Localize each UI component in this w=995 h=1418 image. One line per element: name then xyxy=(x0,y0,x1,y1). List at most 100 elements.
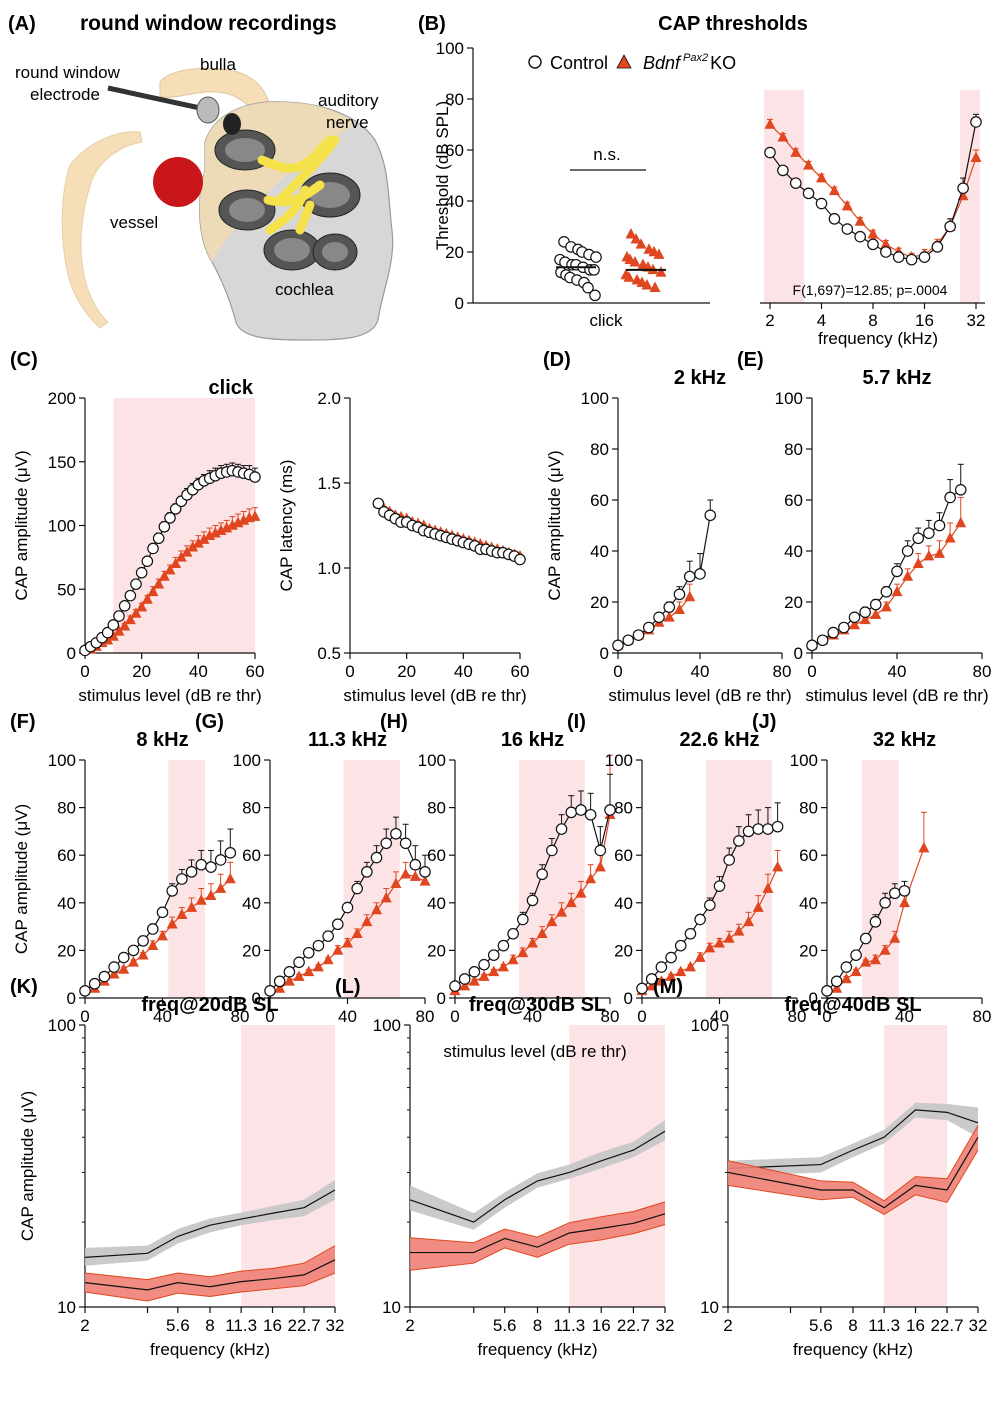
y-tick-label: 10 xyxy=(382,1298,401,1317)
shaded-region xyxy=(960,90,980,303)
ko-point xyxy=(137,949,149,960)
control-point xyxy=(390,827,402,840)
x-tick-label: 0 xyxy=(822,1007,831,1026)
panel-letter: (K) xyxy=(10,976,38,998)
control-point xyxy=(841,223,854,235)
control-mean-line xyxy=(84,1189,336,1258)
ko-point xyxy=(215,882,227,893)
control-point xyxy=(399,837,412,850)
x-tick-label: 32 xyxy=(656,1316,675,1335)
ko-point xyxy=(380,891,392,903)
control-series xyxy=(372,497,526,566)
x-tick-label: 40 xyxy=(895,1007,914,1026)
ko-point xyxy=(840,972,852,984)
x-tick-label: 5.6 xyxy=(166,1316,190,1335)
ko-point xyxy=(181,546,193,557)
control-point xyxy=(830,975,843,988)
x-tick-label: 5.6 xyxy=(809,1316,833,1335)
ko-point xyxy=(141,593,153,604)
ko-point xyxy=(665,970,677,981)
control-point xyxy=(322,930,334,942)
panel-letter: (G) xyxy=(195,711,224,733)
panel-letter: (M) xyxy=(653,976,683,998)
control-point xyxy=(694,568,706,580)
y-axis-label: CAP amplitude (μV) xyxy=(545,450,564,600)
ko-point xyxy=(195,894,207,905)
y-tick-label: 60 xyxy=(242,846,261,865)
control-point xyxy=(124,589,137,602)
x-axis-label: stimulus level (dB re thr) xyxy=(343,686,526,705)
click-ko-point xyxy=(635,238,647,249)
ko-point xyxy=(478,970,490,981)
control-point xyxy=(789,177,802,189)
y-tick-label: 100 xyxy=(48,517,76,536)
panel-title: 16 kHz xyxy=(501,729,564,751)
ko-point xyxy=(293,970,305,981)
sig-label: n.s. xyxy=(593,145,620,164)
y-tick-label: 40 xyxy=(242,894,261,913)
x-axis-label: stimulus level (dB re thr) xyxy=(78,686,261,705)
control-point xyxy=(838,621,850,634)
control-point xyxy=(135,566,148,579)
left-bone-curve xyxy=(61,131,143,329)
label-bulla: bulla xyxy=(200,55,236,74)
control-point xyxy=(764,146,776,159)
x-tick-label: 16 xyxy=(263,1316,282,1335)
ko-point xyxy=(879,944,891,955)
ko-point xyxy=(283,975,295,986)
panel-title: 32 kHz xyxy=(873,729,936,751)
ko-point xyxy=(790,146,802,157)
ko-point xyxy=(684,960,696,972)
x-tick-label: 8 xyxy=(533,1316,542,1335)
x-axis-label: stimulus level (dB re thr) xyxy=(805,686,988,705)
control-point xyxy=(584,808,597,821)
ko-point xyxy=(176,908,188,919)
control-point xyxy=(419,866,431,878)
ko-point xyxy=(684,590,696,602)
x-tick-label: 11.3 xyxy=(553,1316,585,1335)
series-line xyxy=(279,873,426,989)
control-point xyxy=(771,820,784,833)
ko-point xyxy=(322,953,334,965)
label-electrode-2: electrode xyxy=(30,85,100,104)
y-tick-label: 80 xyxy=(614,799,633,818)
y-tick-label: 100 xyxy=(418,751,446,770)
click-ko-point xyxy=(641,279,653,290)
x-tick-label: 32 xyxy=(967,311,986,330)
x-tick-label: 16 xyxy=(915,311,934,330)
ko-point xyxy=(694,951,706,962)
control-point xyxy=(594,844,607,857)
y-tick-label: 80 xyxy=(57,799,76,818)
y-axis-label: CAP amplitude (μV) xyxy=(12,450,31,600)
control-point xyxy=(815,197,828,210)
x-tick-label: 22.7 xyxy=(930,1316,963,1335)
y-tick-label: 150 xyxy=(48,453,76,472)
y-tick-label: 80 xyxy=(784,440,803,459)
ko-point xyxy=(675,965,687,977)
click-ko-point xyxy=(655,266,667,277)
y-tick-label: 40 xyxy=(614,894,633,913)
ko-point xyxy=(303,965,315,977)
panel-letter: (J) xyxy=(752,711,776,733)
stimulus-level-label: stimulus level (dB re thr) xyxy=(443,1042,626,1061)
y-tick-label: 10 xyxy=(700,1298,719,1317)
y-tick-label: 50 xyxy=(57,580,76,599)
control-point xyxy=(205,861,217,873)
x-tick-label: 2 xyxy=(405,1316,414,1335)
y-tick-label: 60 xyxy=(590,491,609,510)
ko-point xyxy=(312,960,324,972)
control-point xyxy=(113,610,125,622)
control-point xyxy=(497,939,510,952)
y-tick-label: 2.0 xyxy=(317,389,341,408)
ko-point xyxy=(714,937,725,948)
control-point xyxy=(828,213,841,225)
control-point xyxy=(880,246,892,258)
control-point xyxy=(777,164,789,177)
control-point xyxy=(762,823,774,835)
ko-point xyxy=(831,982,843,993)
chart-F: (F) 8 kHz 0 20 40 60 80 100 0 40 80 CAP amplitude (… xyxy=(10,711,249,1026)
control-point xyxy=(158,520,171,533)
control-point xyxy=(802,187,815,200)
ko-point xyxy=(955,516,967,528)
